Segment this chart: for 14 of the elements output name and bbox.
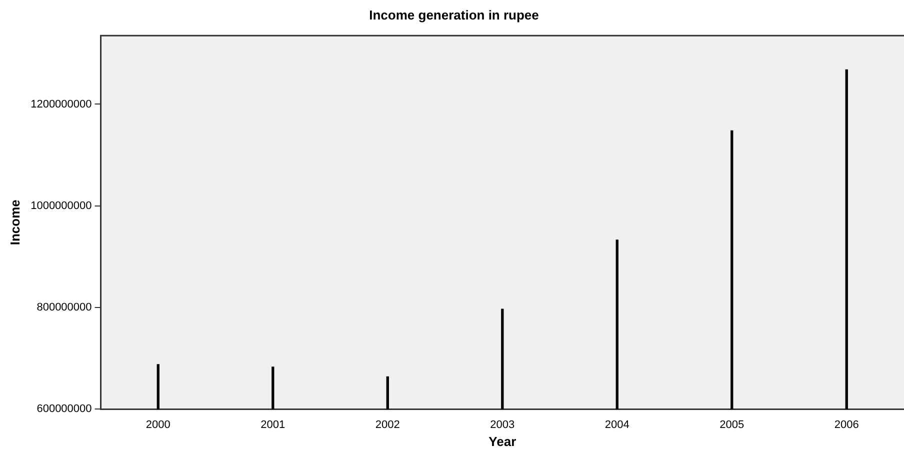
x-tick-label: 2005 bbox=[720, 418, 744, 431]
y-tick-label: 1000000000 bbox=[30, 200, 92, 212]
x-tick-label: 2004 bbox=[604, 418, 630, 431]
x-tick-label: 2000 bbox=[146, 418, 170, 431]
x-tick-label: 2003 bbox=[490, 418, 515, 431]
chart-title: Income generation in rupee bbox=[369, 7, 539, 22]
y-tick-label: 800000000 bbox=[36, 302, 92, 314]
x-axis-title: Year bbox=[488, 434, 516, 449]
y-tick-label: 1200000000 bbox=[30, 98, 92, 110]
y-axis-title: Income bbox=[7, 200, 22, 246]
y-tick-label: 600000000 bbox=[36, 403, 92, 416]
x-tick-label: 2001 bbox=[260, 418, 286, 431]
x-tick-label: 2002 bbox=[375, 418, 400, 431]
x-tick-label: 2006 bbox=[834, 418, 859, 431]
